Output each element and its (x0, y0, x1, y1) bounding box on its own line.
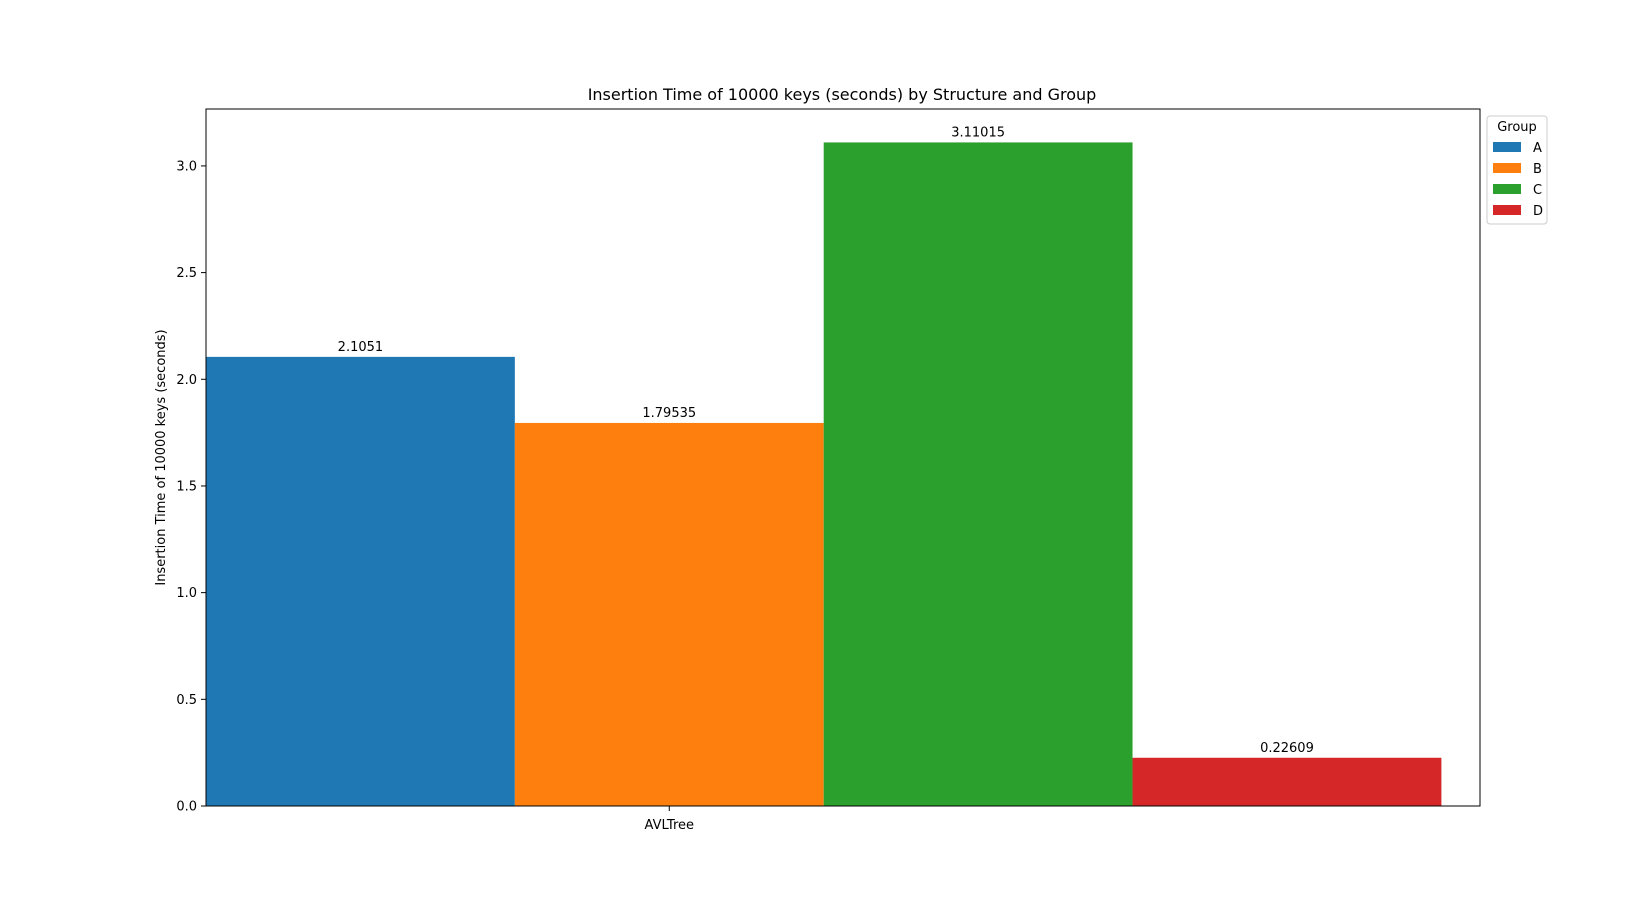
chart-title: Insertion Time of 10000 keys (seconds) b… (588, 85, 1097, 104)
y-tick-label: 2.0 (176, 373, 197, 388)
data-label-a: 2.1051 (338, 340, 384, 355)
legend-item-b[interactable]: B (1493, 162, 1542, 177)
legend-swatch (1493, 142, 1521, 152)
legend-item-d[interactable]: D (1493, 204, 1543, 219)
legend-item-c[interactable]: C (1493, 183, 1542, 198)
legend-swatch (1493, 205, 1521, 215)
data-labels-group: 2.1051 1.79535 3.11015 0.22609 (338, 125, 1314, 755)
y-tick-label: 2.5 (176, 266, 197, 281)
legend-item-a[interactable]: A (1493, 141, 1542, 156)
y-axis-label: Insertion Time of 10000 keys (seconds) (154, 329, 169, 585)
legend-label: A (1533, 141, 1542, 156)
bar-c (823, 142, 1133, 807)
y-tick-label: 1.0 (176, 586, 197, 601)
bar-d (1132, 757, 1442, 806)
bar-a (206, 356, 515, 806)
y-tick-label: 0.0 (176, 800, 197, 815)
legend-label: B (1533, 162, 1542, 177)
legend-label: D (1533, 204, 1543, 219)
data-label-c: 3.11015 (951, 125, 1005, 140)
x-axis: AVLTree (645, 806, 695, 833)
legend-label: C (1533, 183, 1542, 198)
y-tick-label: 1.5 (176, 479, 197, 494)
x-tick-label: AVLTree (645, 818, 695, 833)
bar-b (514, 422, 824, 806)
data-label-d: 0.22609 (1260, 741, 1314, 756)
plot-frame (205, 108, 1481, 807)
legend-title: Group (1497, 120, 1537, 135)
y-tick-label: 3.0 (176, 159, 197, 174)
legend-swatch (1493, 184, 1521, 194)
data-label-b: 1.79535 (642, 406, 696, 421)
legend-swatch (1493, 163, 1521, 173)
y-tick-label: 0.5 (176, 693, 197, 708)
y-axis: 0.0 0.5 1.0 1.5 2.0 2.5 3.0 (176, 159, 206, 815)
bars-group (206, 142, 1442, 807)
